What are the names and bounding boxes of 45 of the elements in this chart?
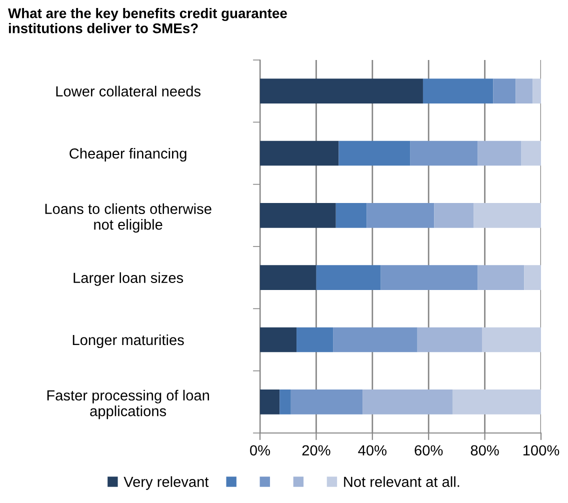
legend-label: Very relevant [124,476,209,490]
y-tick-label: Cheaper financing [70,148,186,162]
x-tick-label: 80% [470,445,499,456]
bar [260,327,297,352]
bar [380,265,478,290]
bar [316,265,381,290]
y-tick-label: Larger loan sizes [74,272,184,286]
bar [260,140,339,166]
bar [260,78,423,104]
y-tick-label: Longer maturities [72,334,184,348]
bar [524,265,541,290]
bar [474,202,541,228]
bar [452,389,541,414]
bar [532,78,541,104]
x-tick-label: 20% [302,445,330,456]
bar [366,202,434,228]
y-tick-label: Faster processing of loan applications [47,390,209,420]
bar [521,140,541,166]
bar [417,327,482,352]
bar [482,327,541,352]
bar [290,389,363,414]
bar [478,140,522,166]
bar [336,202,367,228]
bar [260,389,280,414]
y-tick-label: Loans to clients otherwise not eligible [45,203,212,233]
y-tick-label: Lower collateral needs [56,86,200,97]
bar [434,202,474,228]
bar [422,78,494,104]
bar [410,140,478,166]
x-tick-label: 40% [358,445,386,456]
bar [260,202,336,228]
bar [333,327,418,352]
x-tick-label: 0% [250,445,270,456]
bar [478,265,524,290]
text: What are the key benefits credit guarantee institutions deliver to SMEs? [8,8,287,34]
bar [260,265,316,290]
bar [516,78,533,104]
x-tick-label: 100% [523,445,560,456]
x-tick-label: 60% [414,445,443,456]
legend-label: Not relevant at all. [344,476,460,487]
bar [338,140,410,166]
bar [280,389,291,414]
bar [493,78,516,104]
bar [296,327,334,352]
bar [362,389,452,414]
